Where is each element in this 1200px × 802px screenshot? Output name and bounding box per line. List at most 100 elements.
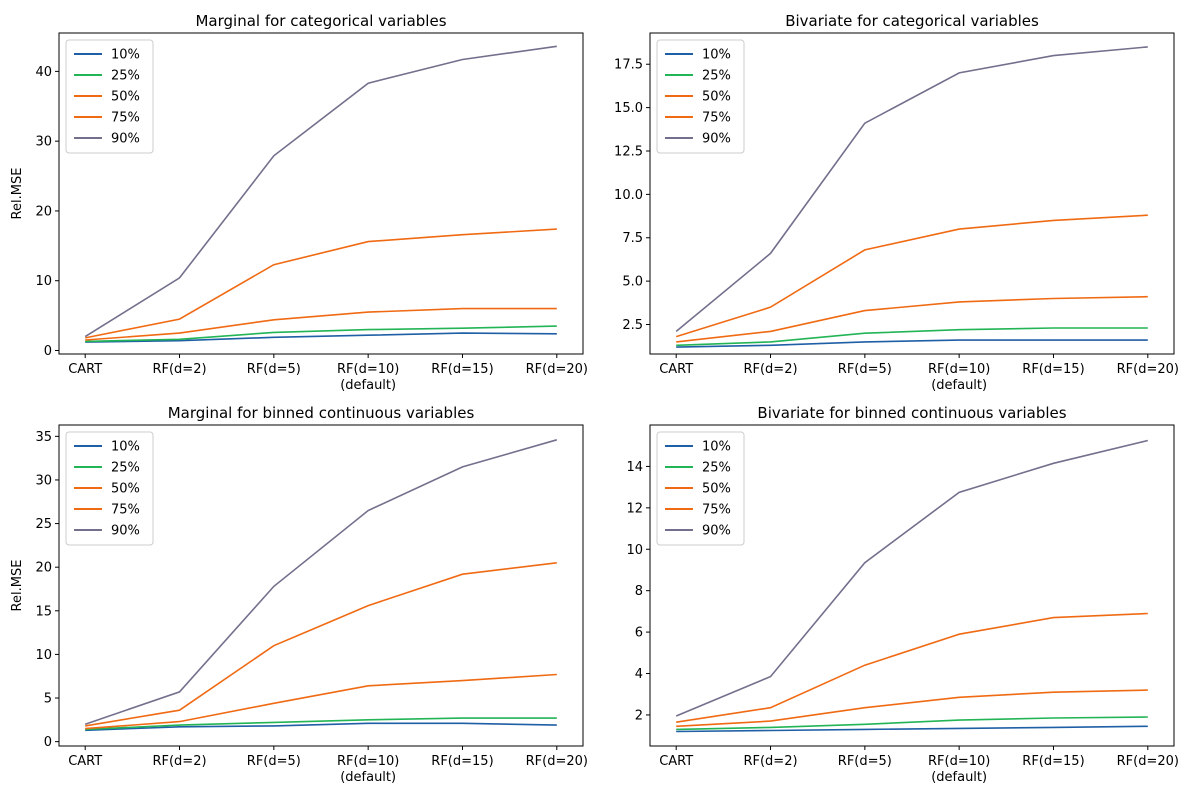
series-line-25pct	[676, 327, 1148, 347]
y-tick-label: 12.5	[614, 144, 643, 159]
y-tick-label: 4	[635, 667, 643, 682]
chart-title: Bivariate for categorical variables	[785, 12, 1039, 30]
x-tick-label: RF(d=20)	[1117, 754, 1179, 769]
legend-label: 50%	[702, 482, 731, 497]
x-tick-label: RF(d=10)	[928, 362, 990, 377]
y-tick-label: 30	[35, 473, 52, 488]
y-tick-label: 5.0	[622, 275, 643, 290]
y-axis-label: Rel.MSE	[10, 560, 25, 612]
legend-box	[65, 431, 154, 546]
x-tick-label: RF(d=15)	[431, 362, 493, 377]
x-tick-label: RF(d=10)	[337, 362, 399, 377]
chart-panel-1: Marginal for categorical variables 0 10 20 3…	[10, 12, 588, 393]
series-line-50pct	[676, 295, 1148, 343]
legend-label: 10%	[702, 48, 731, 63]
x-tick-label: RF(d=5)	[247, 754, 301, 769]
legend-box	[656, 431, 745, 546]
x-tick-sublabel: (default)	[931, 770, 987, 785]
y-tick-label: 20	[35, 204, 52, 219]
x-tick-label: CART	[659, 362, 693, 377]
legend-label: 90%	[111, 132, 140, 147]
series-line-50pct	[85, 673, 557, 730]
legend-label: 25%	[702, 69, 731, 84]
x-tick-label: RF(d=20)	[526, 362, 588, 377]
legend-label: 50%	[111, 90, 140, 105]
plot-frame	[649, 32, 1175, 355]
series-line-25pct	[85, 717, 557, 731]
x-tick-label: RF(d=10)	[337, 754, 399, 769]
legend-label: 50%	[111, 482, 140, 497]
legend-label: 25%	[111, 69, 140, 84]
x-tick-label: RF(d=15)	[1022, 754, 1084, 769]
y-tick-label: 20	[35, 561, 52, 576]
legend-label: 50%	[702, 90, 731, 105]
legend-label: 90%	[111, 524, 140, 539]
y-tick-label: 15.0	[614, 101, 643, 116]
chart-panel-3: Marginal for binned continuous variables…	[10, 404, 588, 785]
plot-frame	[58, 32, 584, 355]
x-tick-label: CART	[68, 362, 102, 377]
y-tick-label: 0	[44, 735, 52, 750]
x-tick-label: RF(d=20)	[1117, 362, 1179, 377]
legend-box	[65, 39, 154, 154]
y-tick-label: 2.5	[622, 318, 643, 333]
series-line-10pct	[676, 725, 1148, 733]
series-line-10pct	[676, 339, 1148, 348]
series-line-90pct	[84, 45, 557, 338]
legend: 10% 25% 50% 75% 90%	[656, 39, 745, 154]
y-tick-label: 10	[35, 274, 52, 289]
series-line-90pct	[675, 46, 1148, 333]
series-line-90pct	[84, 439, 558, 725]
legend-label: 90%	[702, 132, 731, 147]
chart-panel-2: Bivariate for categorical variables 2.5 5.…	[614, 12, 1179, 393]
y-tick-label: 15	[35, 604, 52, 619]
y-tick-label: 30	[35, 135, 52, 150]
x-tick-label: RF(d=5)	[247, 362, 301, 377]
legend: 10% 25% 50% 75% 90%	[65, 431, 154, 546]
x-tick-label: RF(d=2)	[743, 362, 797, 377]
legend-label: 90%	[702, 524, 731, 539]
x-tick-label: RF(d=15)	[1022, 362, 1084, 377]
x-tick-sublabel: (default)	[340, 770, 396, 785]
series-line-90pct	[675, 439, 1148, 717]
x-tick-sublabel: (default)	[340, 378, 396, 393]
y-tick-label: 10.0	[614, 188, 643, 203]
legend-label: 75%	[111, 111, 140, 126]
y-tick-label: 8	[635, 584, 643, 599]
x-tick-sublabel: (default)	[931, 378, 987, 393]
series-line-75pct	[675, 214, 1148, 338]
y-tick-label: 2	[635, 708, 643, 723]
plot-frame	[58, 424, 584, 747]
y-tick-label: 5	[44, 692, 52, 707]
chart-title: Bivariate for binned continuous variable…	[757, 404, 1066, 422]
x-tick-label: RF(d=10)	[928, 754, 990, 769]
legend-label: 75%	[111, 503, 140, 518]
legend: 10% 25% 50% 75% 90%	[656, 431, 745, 546]
series-line-10pct	[85, 332, 557, 343]
x-tick-label: RF(d=5)	[838, 754, 892, 769]
x-tick-label: RF(d=15)	[431, 754, 493, 769]
x-tick-label: RF(d=2)	[152, 754, 206, 769]
y-axis-label: Rel.MSE	[10, 168, 25, 220]
series-line-75pct	[676, 612, 1148, 723]
legend-label: 10%	[111, 48, 140, 63]
series-line-75pct	[85, 562, 557, 727]
x-tick-label: RF(d=5)	[838, 362, 892, 377]
x-tick-label: RF(d=20)	[526, 754, 588, 769]
legend-label: 75%	[702, 111, 731, 126]
legend: 10% 25% 50% 75% 90%	[65, 39, 154, 154]
chart-title: Marginal for categorical variables	[195, 12, 446, 30]
x-tick-label: CART	[68, 754, 102, 769]
series-line-50pct	[85, 307, 557, 341]
y-tick-label: 6	[635, 626, 643, 641]
legend-box	[656, 39, 745, 154]
x-tick-label: CART	[659, 754, 693, 769]
plot-frame	[649, 424, 1175, 747]
legend-label: 25%	[111, 461, 140, 476]
y-tick-label: 14	[626, 460, 643, 475]
series-line-10pct	[85, 722, 557, 732]
y-tick-label: 40	[35, 65, 52, 80]
legend-label: 25%	[702, 461, 731, 476]
y-tick-label: 25	[35, 517, 52, 532]
legend-label: 75%	[702, 503, 731, 518]
